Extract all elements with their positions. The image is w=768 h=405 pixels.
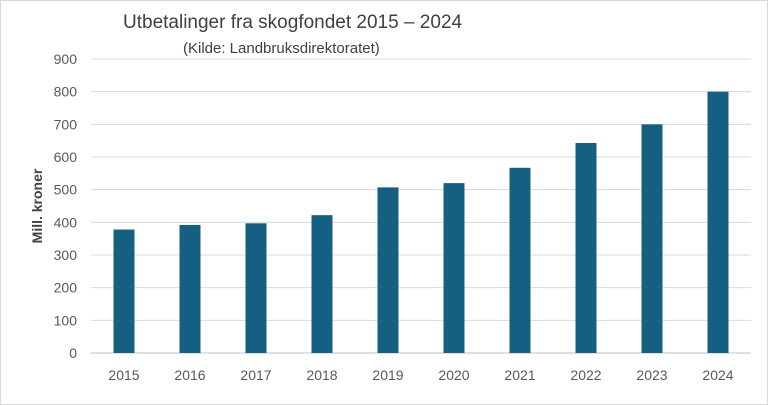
- bar-2018: [311, 215, 333, 353]
- y-axis-title: Mill. kroner: [29, 168, 45, 243]
- chart-title: Utbetalinger fra skogfondet 2015 – 2024: [123, 12, 463, 33]
- y-tick-label: 0: [69, 345, 77, 361]
- bar-2021: [509, 167, 531, 353]
- y-axis-tick-labels: 0 100 200 300 400 500 600 700 800 900: [54, 51, 78, 361]
- y-tick-label: 400: [54, 214, 78, 230]
- x-tick-label: 2017: [240, 367, 271, 383]
- x-tick-label: 2022: [570, 367, 601, 383]
- y-tick-label: 800: [54, 84, 78, 100]
- y-tick-label: 900: [54, 51, 78, 67]
- bar-2017: [245, 223, 267, 353]
- x-tick-label: 2019: [372, 367, 403, 383]
- x-tick-label: 2023: [636, 367, 667, 383]
- x-tick-label: 2020: [438, 367, 469, 383]
- bar-2020: [443, 183, 465, 353]
- y-tick-label: 300: [54, 247, 78, 263]
- x-axis-tick-labels: 2015 2016 2017 2018 2019 2020 2021 2022 2023 2024: [108, 367, 733, 383]
- y-tick-label: 500: [54, 182, 78, 198]
- y-tick-label: 200: [54, 280, 78, 296]
- bar-2019: [377, 187, 399, 353]
- x-tick-label: 2018: [306, 367, 337, 383]
- x-tick-label: 2015: [108, 367, 139, 383]
- bar-2024: [707, 91, 729, 354]
- bar-2023: [641, 124, 663, 353]
- chart-subtitle: (Kilde: Landbruksdirektoratet): [183, 40, 380, 57]
- y-tick-label: 700: [54, 116, 78, 132]
- bar-2015: [113, 229, 135, 353]
- y-tick-label: 600: [54, 149, 78, 165]
- y-tick-label: 100: [54, 312, 78, 328]
- x-tick-label: 2016: [174, 367, 205, 383]
- x-tick-label: 2024: [702, 367, 733, 383]
- bars: [113, 91, 729, 354]
- bar-2022: [575, 142, 597, 353]
- bar-2016: [179, 224, 201, 353]
- x-tick-label: 2021: [504, 367, 535, 383]
- gridlines: [91, 58, 751, 354]
